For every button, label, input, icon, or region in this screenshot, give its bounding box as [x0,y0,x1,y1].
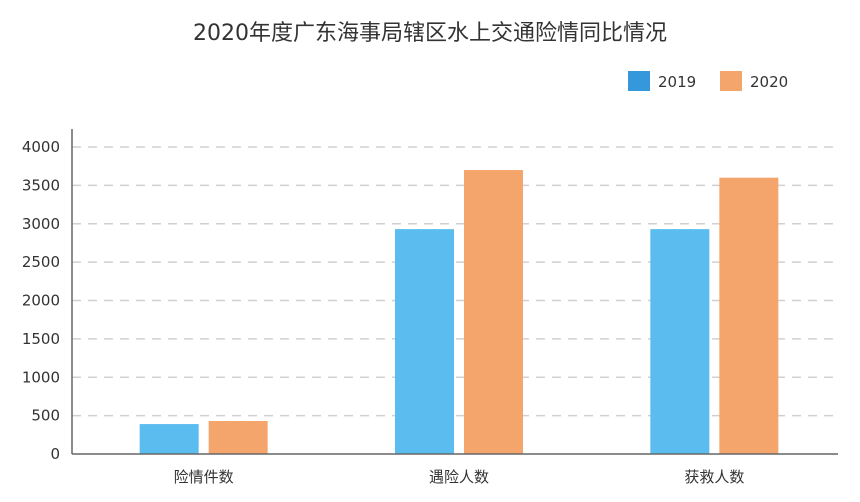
y-tick-label: 3500 [22,176,60,194]
legend-label-2020: 2020 [750,73,788,91]
x-category-label: 险情件数 [174,468,234,486]
y-tick-label: 1500 [22,330,60,348]
y-tick-label: 2500 [22,253,60,271]
x-category-label: 获救人数 [684,468,744,486]
x-axis-labels: 险情件数 遇险人数 获救人数 [174,468,745,486]
y-tick-label: 500 [31,407,60,425]
bar-2020-0 [208,420,268,454]
legend: 2019 2020 [628,71,788,91]
bar-2019-1 [395,229,454,454]
chart-title: 2020年度广东海事局辖区水上交通险情同比情况 [193,21,667,46]
bars [139,170,779,454]
x-category-label: 遇险人数 [429,468,489,486]
bar-2020-1 [464,170,523,454]
legend-swatch-2019 [628,71,650,91]
y-tick-label: 1000 [22,368,60,386]
bar-2020-2 [719,177,779,454]
legend-label-2019: 2019 [658,73,696,91]
y-tick-label: 0 [50,445,60,463]
legend-swatch-2020 [720,71,742,91]
y-tick-label: 3000 [22,215,60,233]
y-tick-label: 4000 [22,138,60,156]
bar-2019-2 [650,229,710,454]
bar-2019-0 [139,424,199,454]
y-axis-ticks: 0 500 1000 1500 2000 2500 3000 3500 4000 [22,138,60,463]
y-tick-label: 2000 [22,292,60,310]
